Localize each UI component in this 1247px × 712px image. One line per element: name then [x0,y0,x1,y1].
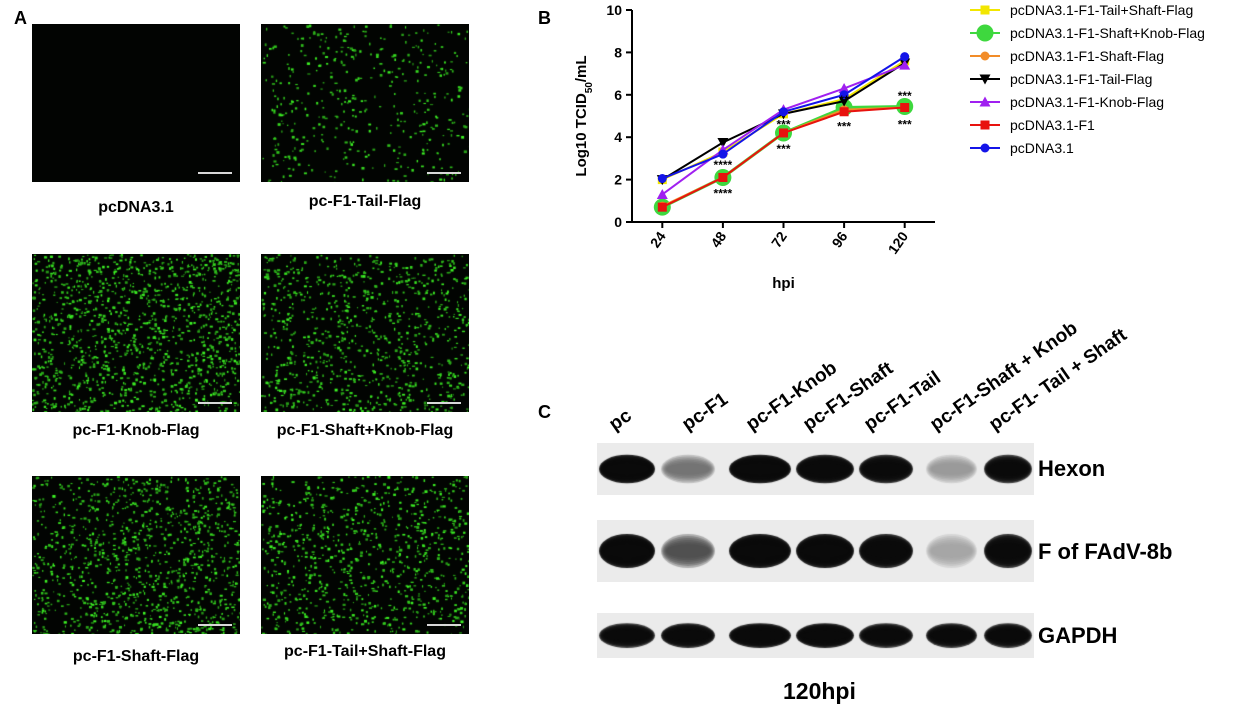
legend-marker [979,96,991,107]
y-tick-label: 2 [614,172,622,188]
data-point [838,82,850,93]
micro-label-6: pc-F1-Tail+Shaft-Flag [284,643,446,660]
blot-gapdh [597,613,1034,658]
x-tick-label: 48 [707,228,729,250]
data-point [779,107,788,117]
legend-label: pcDNA3.1-F1 [1010,117,1095,133]
panel-letter-a: A [14,8,27,28]
legend-item-0: pcDNA3.1-F1-Tail+Shaft-Flag [970,2,1193,18]
micro-image-6 [261,476,469,634]
legend-marker [980,143,990,153]
data-point [779,128,788,138]
scale-bar [198,624,232,626]
legend-label: pcDNA3.1-F1-Shaft+Knob-Flag [1010,25,1205,41]
series-6 [657,52,910,184]
micro-image-5 [32,476,240,634]
micro-label-5: pc-F1-Shaft-Flag [72,648,200,665]
legend-marker [980,51,990,61]
data-point [899,59,911,70]
blot-hexon [597,443,1034,495]
legend-marker [980,5,990,15]
panel-letter-b: B [538,8,551,28]
significance-label: *** [898,89,912,103]
legend-label: pcDNA3.1 [1010,140,1074,156]
y-tick-label: 4 [614,129,622,145]
legend-marker [976,24,994,42]
scale-bar [427,172,461,174]
legend-label: pcDNA3.1-F1-Tail+Shaft-Flag [1010,2,1193,18]
micro-image-1 [32,24,240,182]
micro-image-4 [261,254,469,412]
significance-label: **** [714,158,733,172]
significance-label: *** [776,117,790,131]
micro-label-3: pc-F1-Knob-Flag [72,422,200,439]
scale-bar [427,624,461,626]
significance-label: *** [776,142,790,156]
scale-bar [427,402,461,404]
y-tick-label: 8 [614,44,622,60]
data-point [718,172,728,182]
blot-f-protein [597,520,1034,582]
x-tick-label: 24 [647,228,669,250]
lane-label-2: pc-F1 [678,388,732,436]
legend-label: pcDNA3.1-F1-Tail-Flag [1010,71,1152,87]
legend-item-6: pcDNA3.1 [970,140,1074,156]
y-axis-title: Log10 TCID50/mL [573,55,595,176]
y-tick-label: 0 [614,214,622,230]
legend-item-2: pcDNA3.1-F1-Shaft-Flag [970,48,1164,64]
blot-label-f-protein: F of FAdV-8b [1038,539,1173,564]
x-tick-label: 72 [768,228,790,250]
y-tick-label: 6 [614,87,622,103]
x-tick-label: 120 [885,228,912,256]
data-point [656,188,668,199]
legend-item-5: pcDNA3.1-F1 [970,117,1095,133]
legend-marker [979,74,991,85]
x-axis-title: hpi [772,275,795,292]
micro-label-2: pc-F1-Tail-Flag [308,193,422,210]
micro-image-2 [261,24,469,182]
legend-item-3: pcDNA3.1-F1-Tail-Flag [970,71,1152,87]
data-point [838,96,850,107]
y-tick-label: 10 [606,2,622,18]
legend-item-4: pcDNA3.1-F1-Knob-Flag [970,94,1164,110]
data-point [718,149,728,159]
legend-item-1: pcDNA3.1-F1-Shaft+Knob-Flag [970,24,1205,42]
significance-label: *** [898,117,912,131]
data-point [839,107,849,117]
data-point [900,52,910,62]
x-tick-label: 96 [829,228,851,250]
micro-image-3 [32,254,240,412]
data-point [839,90,849,100]
significance-label: ** [839,93,849,107]
blot-label-gapdh: GAPDH [1038,623,1118,648]
lane-label-1: pc [605,405,636,436]
panel-letter-c: C [538,402,551,422]
legend-marker [980,120,990,130]
micro-label-4: pc-F1-Shaft+Knob-Flag [276,422,454,439]
scale-bar [198,172,232,174]
significance-label: **** [714,186,733,200]
data-point [657,202,667,212]
significance-label: *** [837,120,851,134]
data-point [657,174,667,184]
blot-label-hexon: Hexon [1038,456,1106,481]
legend-label: pcDNA3.1-F1-Knob-Flag [1010,94,1164,110]
series-5 [657,103,910,212]
data-point [900,103,910,113]
data-point [717,138,729,148]
blot-caption: 120hpi [783,678,856,704]
scale-bar [198,402,232,404]
legend-label: pcDNA3.1-F1-Shaft-Flag [1010,48,1164,64]
micro-label-1: pcDNA3.1 [98,199,174,216]
